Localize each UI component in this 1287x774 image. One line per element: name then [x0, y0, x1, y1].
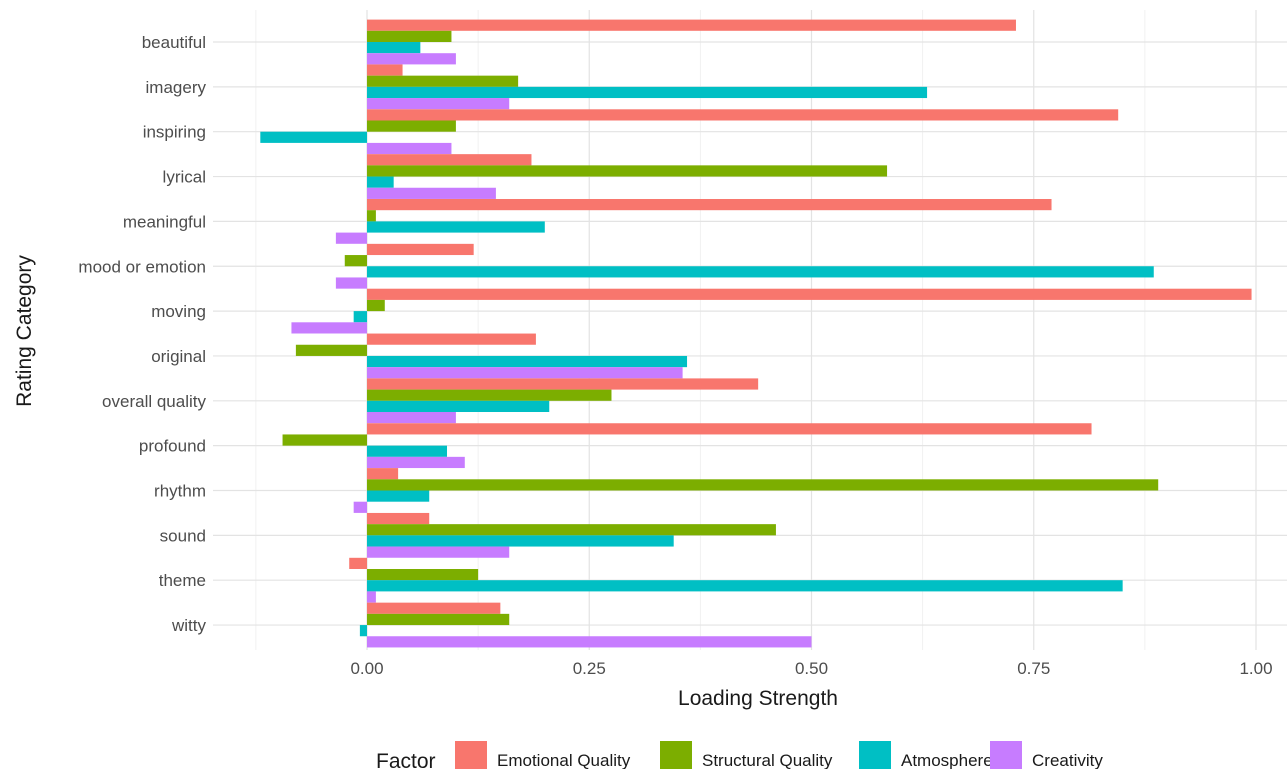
bars-layer	[260, 19, 1252, 648]
bar	[367, 333, 536, 345]
legend: Factor Emotional Quality Structural Quali…	[376, 741, 1103, 773]
bar	[367, 468, 399, 480]
y-axis-title: Rating Category	[13, 255, 36, 407]
bar	[344, 255, 367, 267]
bar	[367, 187, 496, 199]
bar	[367, 512, 430, 525]
bar	[367, 378, 759, 390]
y-tick-label: moving	[151, 302, 206, 321]
bar	[367, 98, 510, 110]
legend-label: Atmosphere	[901, 751, 993, 769]
bar	[367, 266, 1154, 278]
bar	[295, 344, 367, 356]
bar	[367, 569, 479, 581]
bar	[367, 288, 1252, 300]
bar	[367, 389, 612, 401]
bar	[353, 311, 367, 323]
bar	[367, 30, 452, 42]
bar	[282, 434, 367, 446]
x-tick-label: 1.00	[1239, 659, 1272, 678]
bar	[349, 557, 367, 569]
y-tick-label: theme	[159, 571, 206, 590]
bar	[335, 277, 367, 289]
legend-key	[859, 741, 891, 769]
bar	[367, 456, 465, 469]
bar	[367, 86, 928, 99]
bar	[367, 602, 501, 614]
y-tick-labels: beautiful imagery inspiring lyrical meaningf…	[78, 33, 206, 635]
bar	[367, 367, 683, 379]
bar	[367, 75, 519, 87]
bar	[367, 400, 550, 412]
bar	[367, 613, 510, 626]
bar	[367, 524, 776, 536]
y-tick-label: rhythm	[154, 482, 206, 501]
bar	[367, 176, 394, 188]
x-tick-labels: 0.00 0.25 0.50 0.75 1.00	[350, 659, 1272, 678]
bar	[367, 546, 510, 558]
bar	[367, 636, 812, 648]
bar	[367, 199, 1052, 211]
bar	[367, 412, 456, 424]
bar	[353, 501, 367, 513]
bar	[367, 42, 421, 54]
y-tick-label: original	[151, 347, 206, 366]
bar	[367, 445, 448, 457]
bar	[367, 355, 688, 368]
bar	[367, 243, 474, 256]
x-tick-label: 0.50	[795, 659, 828, 678]
bar	[367, 490, 430, 502]
y-tick-label: lyrical	[163, 168, 206, 187]
bar	[367, 535, 674, 547]
bar	[260, 131, 367, 143]
bar	[335, 232, 367, 244]
bar	[367, 165, 888, 177]
legend-label: Emotional Quality	[497, 751, 631, 769]
x-tick-label: 0.25	[573, 659, 606, 678]
y-tick-label: meaningful	[123, 212, 206, 231]
x-tick-label: 0.75	[1017, 659, 1050, 678]
y-tick-label: mood or emotion	[78, 257, 206, 276]
legend-key	[455, 741, 487, 769]
bar	[367, 142, 452, 155]
bar	[367, 221, 545, 233]
bar	[367, 154, 532, 166]
legend-label: Creativity	[1032, 751, 1103, 769]
bar	[367, 591, 376, 603]
bar	[367, 64, 403, 76]
y-tick-label: beautiful	[142, 33, 206, 52]
bar	[291, 322, 367, 334]
bar	[367, 210, 376, 222]
bar	[367, 423, 1092, 435]
y-tick-label: overall quality	[102, 392, 206, 411]
bar	[367, 53, 456, 65]
legend-key	[990, 741, 1022, 769]
y-tick-label: sound	[160, 526, 206, 545]
bar	[367, 299, 385, 312]
x-tick-label: 0.00	[350, 659, 383, 678]
y-tick-label: witty	[171, 616, 207, 635]
bar	[367, 19, 1016, 31]
bar	[367, 580, 1123, 592]
bar	[367, 109, 1119, 121]
y-tick-label: profound	[139, 437, 206, 456]
legend-title: Factor	[376, 750, 436, 769]
y-tick-label: imagery	[146, 78, 207, 97]
x-axis-title: Loading Strength	[678, 687, 838, 710]
bar	[367, 120, 456, 132]
bar	[359, 625, 367, 637]
y-tick-label: inspiring	[143, 123, 206, 142]
bar	[367, 479, 1159, 491]
legend-label: Structural Quality	[702, 751, 833, 769]
legend-key	[660, 741, 692, 769]
